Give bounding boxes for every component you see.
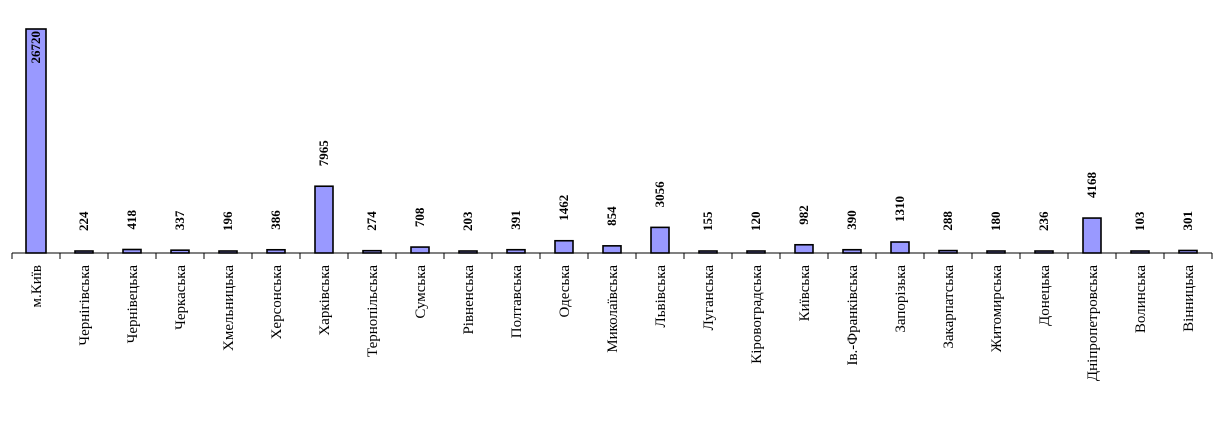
bar: [890, 241, 910, 254]
data-label: 203: [460, 211, 475, 231]
category-label: Житомирська: [989, 265, 1005, 353]
bar: [122, 248, 142, 254]
category-label: Львівська: [653, 265, 669, 328]
data-label: 386: [268, 210, 283, 230]
category-label: Запорізька: [893, 265, 909, 333]
x-axis-ticks: [11, 253, 1213, 259]
category-label: Тернопільська: [365, 265, 381, 357]
bar: [170, 249, 190, 254]
data-label: 1462: [556, 195, 571, 221]
category-label: Черкаська: [173, 265, 189, 330]
category-label: Волинська: [1133, 265, 1149, 333]
bar: [698, 250, 718, 254]
category-label: Рівненська: [461, 265, 477, 335]
data-label: 103: [1132, 211, 1147, 231]
bar: [1130, 250, 1150, 254]
bar: [410, 246, 430, 254]
bar: [25, 28, 47, 254]
bar: [1082, 217, 1102, 254]
bar: [458, 250, 478, 254]
category-label: Одеська: [557, 265, 573, 318]
bar: [362, 249, 382, 254]
data-label: 390: [844, 210, 859, 230]
category-label: Чернігівська: [77, 265, 93, 346]
category-label: Ів.-Франківська: [845, 265, 861, 366]
bar: [506, 248, 526, 254]
bar: [1178, 249, 1198, 254]
data-label: 391: [508, 210, 523, 230]
category-label: Луганська: [701, 265, 717, 331]
data-label: 196: [220, 211, 235, 231]
category-label: Чернівецька: [125, 265, 141, 344]
data-label: 274: [364, 211, 379, 231]
data-label: 180: [988, 212, 1003, 232]
bar: [986, 250, 1006, 254]
category-label: Сумська: [413, 265, 429, 319]
bar: [314, 185, 334, 254]
category-label: м.Київ: [29, 265, 45, 308]
data-label: 155: [700, 211, 715, 231]
data-label: 301: [1180, 211, 1195, 231]
bar: [1034, 250, 1054, 254]
data-label: 982: [796, 205, 811, 225]
bar: [938, 249, 958, 254]
category-label: Хмельницька: [221, 265, 237, 351]
category-label: Миколаївська: [605, 265, 621, 353]
bar: [554, 239, 574, 254]
data-label: 708: [412, 207, 427, 227]
category-label: Дніпропетровська: [1085, 265, 1101, 381]
bar: [746, 250, 766, 254]
category-label: Донецька: [1037, 265, 1053, 326]
data-label: 224: [76, 211, 91, 231]
bar: [650, 226, 670, 254]
data-label: 7965: [316, 140, 331, 167]
category-labels: м.Київ Чернігівська Чернівецька Черкаська Хм…: [29, 265, 1197, 381]
data-label: 418: [124, 209, 139, 229]
bar: [218, 250, 238, 254]
data-label: 337: [172, 210, 187, 230]
data-label: 120: [748, 212, 763, 232]
category-label: Закарпатська: [941, 265, 957, 349]
bar: [74, 250, 94, 254]
value-labels: 26720 224 418 337 196 386 7965 274 708 203 391 1462…: [28, 31, 1195, 231]
data-label: 236: [1036, 211, 1051, 231]
data-label: 26720: [28, 31, 43, 64]
data-label: 1310: [892, 196, 907, 222]
data-label: 4168: [1084, 172, 1099, 199]
category-label: Київська: [797, 265, 813, 322]
bar: [266, 248, 286, 254]
category-label: Вінницька: [1181, 265, 1197, 332]
bars: [25, 28, 1198, 254]
bar: [842, 248, 862, 254]
bar: [794, 243, 814, 254]
category-label: Кіровоградська: [749, 265, 765, 364]
data-label: 288: [940, 211, 955, 231]
data-label: 854: [604, 206, 619, 226]
data-label: 3056: [652, 181, 667, 208]
category-label: Херсонська: [269, 265, 285, 340]
category-label: Полтавська: [509, 265, 525, 339]
bar: [602, 245, 622, 254]
category-label: Харківська: [317, 265, 333, 336]
